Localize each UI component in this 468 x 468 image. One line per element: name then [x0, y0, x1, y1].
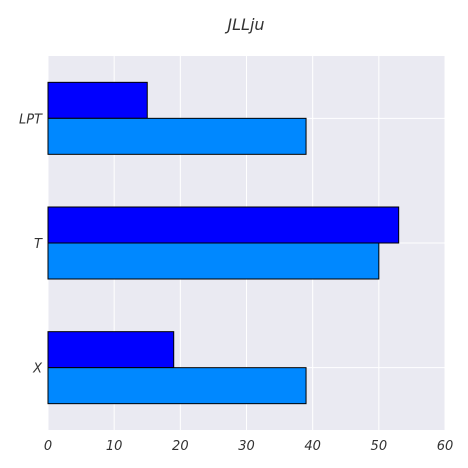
bar-lpt-series-2 — [47, 117, 307, 155]
x-tick-label: 50 — [371, 439, 388, 454]
x-tick-label: 60 — [437, 439, 454, 454]
y-tick-label: X — [32, 362, 43, 377]
x-tick-label: 20 — [172, 439, 189, 454]
bar-t-series-2 — [47, 242, 380, 280]
y-tick-labels: LPT T X — [19, 112, 43, 376]
bar-x-series-1 — [47, 331, 175, 369]
bar-lpt-series-1 — [47, 81, 148, 119]
x-tick-labels: 0 10 20 30 40 50 60 — [44, 439, 453, 454]
bar-t-series-1 — [47, 206, 400, 244]
x-tick-label: 0 — [44, 439, 52, 454]
x-tick-label: 10 — [106, 439, 123, 454]
bars — [47, 81, 400, 405]
chart-title: JLLju — [224, 15, 264, 34]
y-tick-label: T — [34, 237, 43, 252]
x-tick-label: 40 — [304, 439, 321, 454]
bar-x-series-2 — [47, 367, 307, 405]
x-tick-label: 30 — [238, 439, 255, 454]
y-tick-label: LPT — [19, 112, 43, 127]
